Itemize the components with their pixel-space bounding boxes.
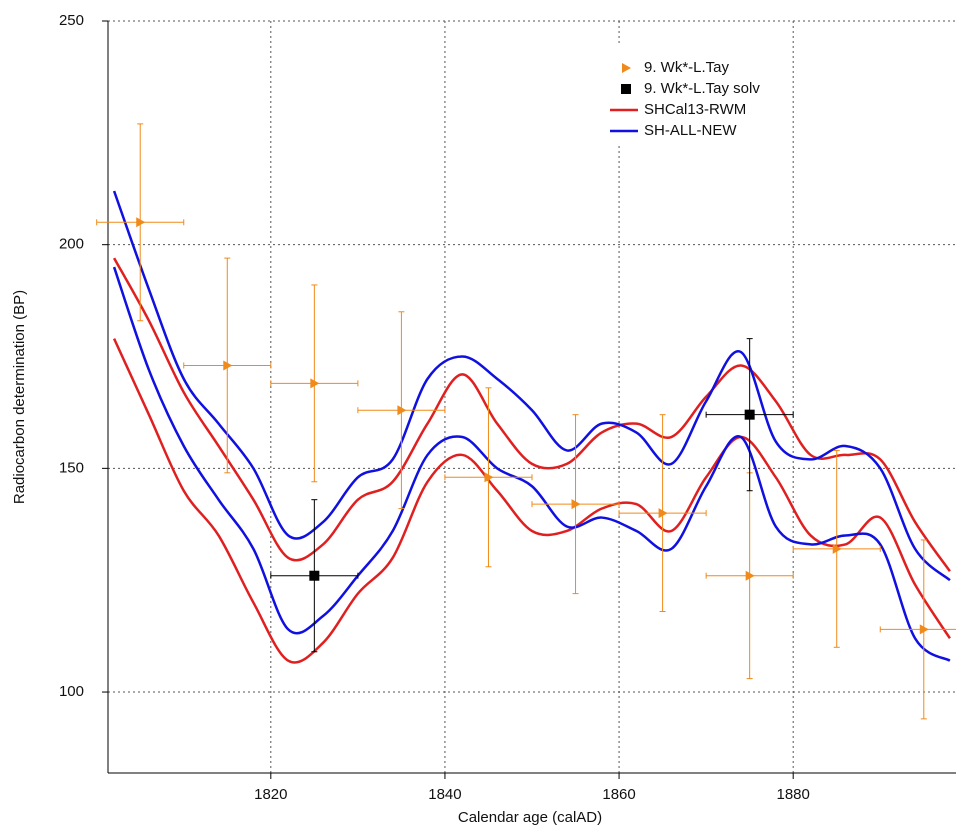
curve-lower [112,266,951,662]
x-tick-label: 1880 [777,786,810,803]
legend-label: 9. Wk*-L.Tay solv [644,80,760,97]
point [309,570,320,581]
x-tick-label: 1820 [254,786,287,803]
x-tick-label: 1840 [428,786,461,803]
x-tick-label: 1860 [602,786,635,803]
y-tick-label: 100 [59,683,84,700]
legend-label: SH-ALL-NEW [644,122,737,139]
legend-label: 9. Wk*-L.Tay [644,59,730,76]
legend-marker [622,63,631,73]
y-tick-label: 150 [59,459,84,476]
curve-lower [112,338,951,664]
point [397,405,407,416]
x-axis-label: Calendar age (calAD) [458,809,602,826]
point [484,472,494,483]
point [919,624,929,635]
y-axis-label: Radiocarbon determination (BP) [11,290,28,504]
point [136,217,146,228]
legend-box [606,46,792,146]
curve-upper [113,257,951,572]
legend-label: SHCal13-RWM [644,101,746,118]
legend-marker [621,84,631,94]
point [658,508,668,519]
point [744,409,755,420]
point [832,543,842,554]
point [310,378,320,389]
point [571,499,581,510]
y-tick-label: 200 [59,236,84,253]
point [745,570,755,581]
point [223,360,233,371]
curve-upper [112,190,951,582]
y-tick-label: 250 [59,12,84,29]
